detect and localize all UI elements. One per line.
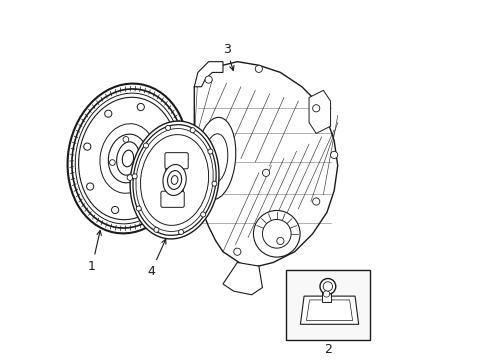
PathPatch shape	[223, 262, 262, 295]
Ellipse shape	[171, 176, 178, 184]
Ellipse shape	[262, 220, 290, 248]
Ellipse shape	[330, 151, 337, 158]
Ellipse shape	[178, 230, 183, 235]
Ellipse shape	[167, 171, 181, 189]
Ellipse shape	[163, 165, 186, 195]
Ellipse shape	[136, 206, 141, 211]
Text: 4: 4	[147, 239, 165, 278]
Ellipse shape	[253, 211, 300, 257]
Ellipse shape	[83, 143, 91, 150]
Ellipse shape	[116, 142, 139, 175]
Text: 2: 2	[323, 343, 331, 356]
Ellipse shape	[154, 227, 159, 232]
Ellipse shape	[319, 279, 335, 294]
Ellipse shape	[75, 93, 180, 224]
Ellipse shape	[144, 200, 151, 207]
Ellipse shape	[323, 291, 329, 297]
Ellipse shape	[140, 135, 208, 225]
Ellipse shape	[211, 181, 217, 186]
Ellipse shape	[86, 183, 94, 190]
Text: 3: 3	[222, 42, 234, 70]
Polygon shape	[300, 296, 358, 324]
Ellipse shape	[200, 212, 205, 217]
Ellipse shape	[104, 110, 112, 117]
PathPatch shape	[308, 90, 330, 134]
Ellipse shape	[132, 174, 137, 179]
Ellipse shape	[207, 149, 212, 154]
Ellipse shape	[204, 148, 212, 155]
Ellipse shape	[100, 124, 156, 193]
Ellipse shape	[201, 205, 208, 212]
Ellipse shape	[276, 237, 284, 244]
Ellipse shape	[165, 125, 170, 130]
Ellipse shape	[111, 206, 119, 213]
Ellipse shape	[255, 65, 262, 72]
Ellipse shape	[108, 134, 147, 183]
Ellipse shape	[137, 103, 144, 111]
Ellipse shape	[190, 128, 195, 133]
Ellipse shape	[109, 160, 115, 165]
Bar	[285, 270, 369, 339]
Ellipse shape	[122, 150, 133, 167]
Ellipse shape	[143, 143, 148, 148]
Ellipse shape	[79, 97, 177, 220]
Ellipse shape	[233, 248, 241, 255]
PathPatch shape	[194, 62, 337, 266]
Ellipse shape	[164, 167, 172, 174]
FancyBboxPatch shape	[161, 191, 184, 207]
Ellipse shape	[130, 121, 219, 239]
Ellipse shape	[312, 198, 319, 205]
Ellipse shape	[72, 89, 183, 228]
FancyBboxPatch shape	[164, 153, 188, 169]
Ellipse shape	[123, 136, 128, 142]
Ellipse shape	[133, 125, 216, 235]
Ellipse shape	[127, 175, 133, 180]
Ellipse shape	[203, 134, 227, 183]
Text: 1: 1	[88, 230, 101, 273]
Ellipse shape	[195, 117, 235, 199]
FancyBboxPatch shape	[165, 168, 183, 192]
Bar	[321, 286, 330, 302]
Ellipse shape	[323, 282, 332, 291]
PathPatch shape	[194, 62, 223, 87]
Ellipse shape	[67, 84, 188, 233]
Ellipse shape	[136, 129, 213, 231]
Ellipse shape	[262, 169, 269, 176]
Ellipse shape	[204, 76, 212, 83]
Ellipse shape	[141, 152, 146, 157]
Ellipse shape	[312, 105, 319, 112]
Ellipse shape	[162, 127, 169, 134]
